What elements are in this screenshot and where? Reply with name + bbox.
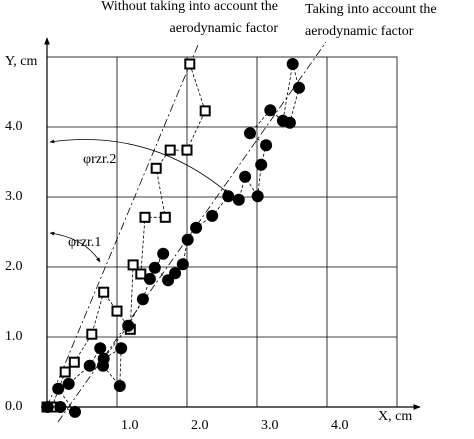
- point: [52, 382, 65, 395]
- point: [127, 259, 139, 271]
- point: [293, 81, 305, 94]
- point: [115, 342, 128, 355]
- series-label: Without taking into account the aerodyna…: [101, 0, 278, 36]
- point: [69, 405, 81, 418]
- point: [169, 267, 182, 280]
- x-tick-label: 3.0: [261, 418, 279, 433]
- point: [59, 366, 71, 378]
- x-axis-label: X, cm: [378, 409, 412, 424]
- point: [68, 356, 80, 368]
- point: [222, 190, 235, 203]
- point: [148, 261, 161, 274]
- point: [164, 144, 176, 156]
- point: [244, 127, 256, 140]
- point: [264, 104, 277, 117]
- point: [206, 209, 219, 222]
- point: [159, 211, 171, 223]
- point: [181, 233, 194, 246]
- point: [232, 193, 245, 206]
- point: [113, 380, 126, 392]
- y-tick-label: 2.0: [5, 259, 23, 274]
- y-tick-label: 1.0: [5, 329, 23, 344]
- point: [86, 328, 98, 340]
- point: [199, 105, 211, 117]
- point: [135, 268, 147, 280]
- y-axis-label: Y, cm: [5, 54, 38, 69]
- point: [122, 319, 135, 332]
- point: [260, 139, 273, 152]
- point: [286, 58, 299, 70]
- x-tick-label: 4.0: [331, 418, 349, 433]
- point: [181, 144, 193, 156]
- point: [94, 342, 107, 355]
- y-tick-label: 3.0: [5, 189, 23, 204]
- point: [98, 286, 110, 298]
- point: [136, 293, 149, 306]
- point: [139, 211, 151, 223]
- annotation: φrzr.1: [68, 235, 101, 250]
- annotation: φrzr.2: [83, 152, 116, 167]
- point: [190, 221, 203, 234]
- point: [83, 359, 96, 372]
- x-tick-label: 2.0: [191, 418, 209, 433]
- point: [251, 190, 264, 203]
- angle-arrow: [49, 139, 229, 194]
- point: [97, 352, 110, 365]
- y-tick-label: 0.0: [5, 399, 23, 414]
- point: [54, 401, 67, 413]
- point: [176, 258, 189, 271]
- series-label: Taking into account the aerodynamic fact…: [305, 2, 437, 39]
- x-tick-label: 1.0: [121, 418, 139, 433]
- point: [111, 305, 123, 317]
- point: [239, 170, 252, 183]
- point: [41, 401, 54, 413]
- y-tick-label: 4.0: [5, 119, 23, 134]
- point: [62, 377, 75, 390]
- point: [157, 247, 170, 260]
- point: [143, 272, 156, 285]
- point: [283, 116, 296, 129]
- point: [150, 162, 162, 174]
- trajectory: [47, 62, 301, 414]
- point: [255, 158, 268, 171]
- point: [184, 58, 196, 70]
